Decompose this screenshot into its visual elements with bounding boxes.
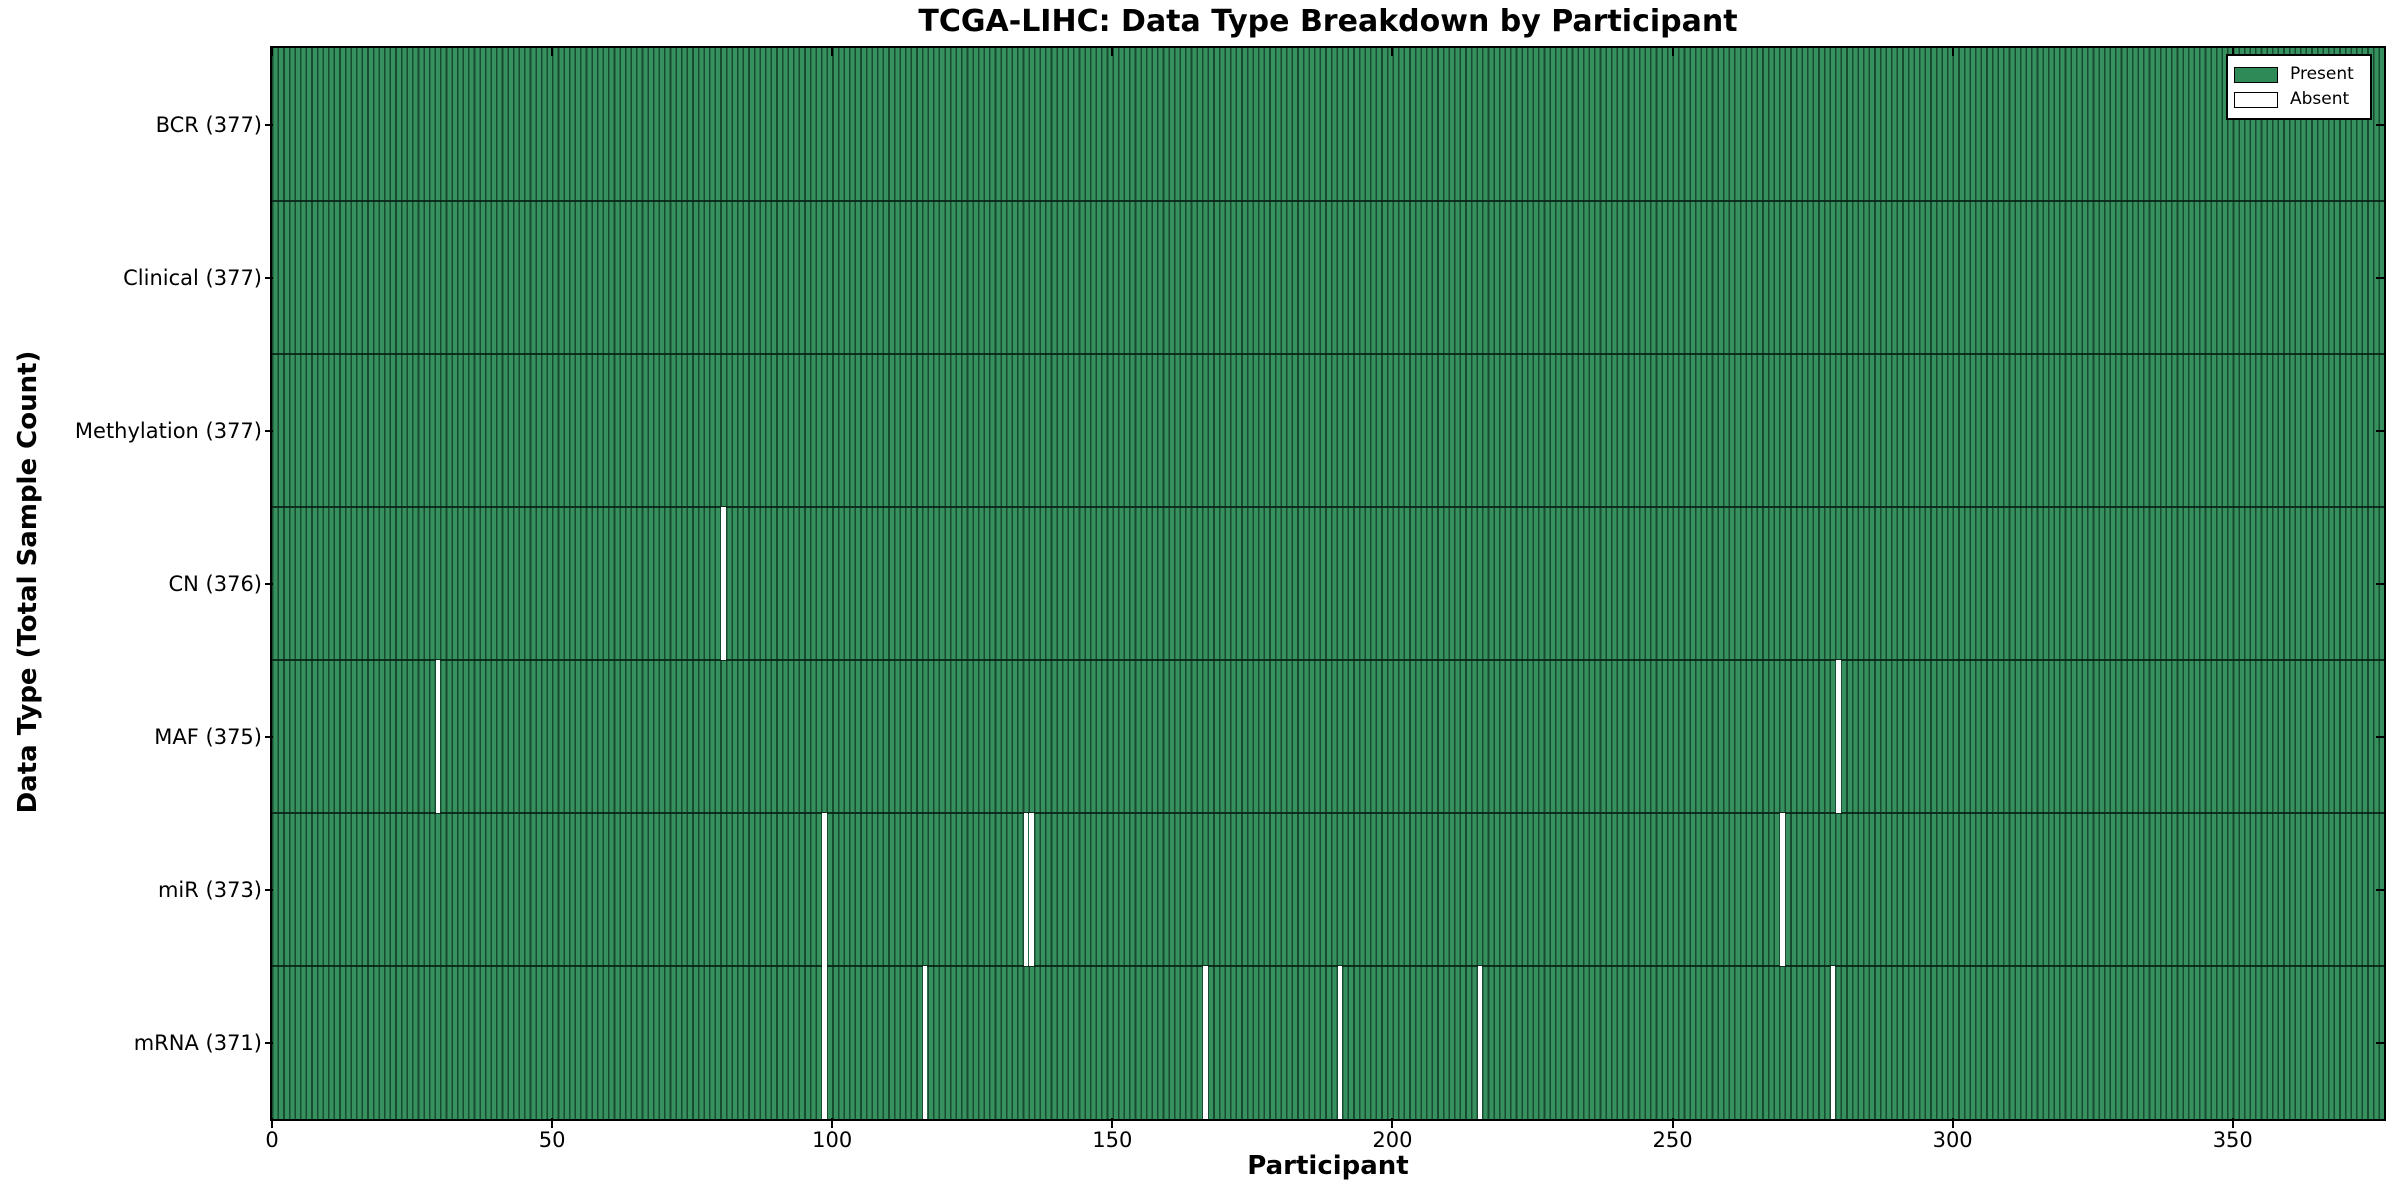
- x-tick-label-50: 50: [538, 1128, 566, 1152]
- row-divider: [272, 200, 2384, 202]
- y-tick-label-BCR: BCR (377): [155, 112, 262, 137]
- y-tick-mark-left: [265, 888, 273, 891]
- x-tick-mark-top: [551, 48, 554, 56]
- legend-label-absent: Absent: [2290, 89, 2350, 109]
- legend-item-absent: Absent: [2234, 91, 2364, 108]
- x-tick-mark-bottom: [1951, 1118, 1954, 1128]
- x-axis-label: Participant: [1247, 1151, 1409, 1181]
- row-divider: [272, 659, 2384, 661]
- x-tick-label-350: 350: [2212, 1128, 2253, 1152]
- y-tick-label-CN: CN (376): [168, 571, 262, 596]
- x-tick-mark-bottom: [2231, 1118, 2234, 1128]
- x-tick-mark-top: [831, 48, 834, 56]
- row-divider: [272, 812, 2384, 814]
- x-tick-label-0: 0: [265, 1128, 279, 1152]
- y-tick-label-MAF: MAF (375): [154, 724, 262, 749]
- y-tick-mark-right: [2376, 1041, 2384, 1044]
- legend-swatch-absent: [2234, 91, 2278, 108]
- x-tick-label-300: 300: [1932, 1128, 1973, 1152]
- x-tick-label-250: 250: [1652, 1128, 1693, 1152]
- absent-gap-mRNA-190: [1337, 966, 1342, 1119]
- y-tick-label-Clinical: Clinical (377): [123, 265, 262, 290]
- y-tick-label-Methylation: Methylation (377): [74, 418, 262, 443]
- absent-gap-MAF-29: [435, 660, 441, 813]
- x-tick-mark-bottom: [1111, 1118, 1114, 1128]
- x-tick-mark-bottom: [1671, 1118, 1674, 1128]
- row-divider: [272, 506, 2384, 508]
- absent-gap-mRNA-215: [1477, 966, 1483, 1119]
- x-tick-mark-top: [1111, 48, 1114, 56]
- absent-gap-mRNA-116: [923, 966, 928, 1119]
- x-tick-mark-bottom: [831, 1118, 834, 1128]
- x-tick-mark-bottom: [271, 1118, 273, 1128]
- chart-title: TCGA-LIHC: Data Type Breakdown by Partic…: [918, 4, 1738, 39]
- y-tick-label-mRNA: mRNA (371): [133, 1030, 262, 1055]
- y-tick-mark-left: [265, 735, 273, 738]
- y-tick-mark-right: [2376, 123, 2384, 126]
- x-tick-label-100: 100: [812, 1128, 853, 1152]
- y-tick-mark-right: [2376, 429, 2384, 432]
- legend-item-present: Present: [2234, 66, 2364, 83]
- absent-gap-miR-98: [822, 813, 827, 966]
- absent-gap-miR-269: [1780, 813, 1785, 966]
- absent-gap-miR-135: [1029, 813, 1034, 966]
- y-tick-mark-left: [265, 276, 273, 279]
- y-tick-mark-left: [265, 1041, 273, 1044]
- legend-label-present: Present: [2290, 64, 2354, 84]
- y-tick-mark-left: [265, 123, 273, 126]
- y-axis-label: Data Type (Total Sample Count): [13, 350, 43, 814]
- row-divider: [272, 353, 2384, 355]
- y-tick-mark-right: [2376, 888, 2384, 891]
- legend-swatch-present: [2234, 66, 2278, 83]
- x-tick-mark-top: [1671, 48, 1674, 56]
- x-tick-mark-bottom: [1391, 1118, 1394, 1128]
- y-tick-mark-right: [2376, 276, 2384, 279]
- x-tick-mark-top: [1951, 48, 1954, 56]
- y-tick-mark-right: [2376, 735, 2384, 738]
- absent-gap-MAF-279: [1836, 660, 1841, 813]
- absent-gap-mRNA-98: [822, 966, 827, 1119]
- plot-area: [270, 46, 2386, 1121]
- x-tick-mark-top: [2231, 48, 2234, 56]
- x-tick-label-200: 200: [1372, 1128, 1413, 1152]
- y-tick-mark-left: [265, 582, 273, 585]
- legend: Present Absent: [2226, 54, 2372, 120]
- absent-gap-miR-134: [1023, 813, 1029, 966]
- absent-gap-CN-80: [721, 507, 726, 660]
- x-tick-label-150: 150: [1092, 1128, 1133, 1152]
- row-divider: [272, 965, 2384, 967]
- absent-gap-mRNA-166: [1203, 966, 1208, 1119]
- y-tick-label-miR: miR (373): [157, 877, 262, 902]
- y-tick-mark-left: [265, 429, 273, 432]
- absent-gap-mRNA-278: [1830, 966, 1835, 1119]
- x-tick-mark-top: [1391, 48, 1394, 56]
- x-tick-mark-bottom: [551, 1118, 554, 1128]
- x-tick-mark-top: [271, 48, 273, 56]
- y-tick-mark-right: [2376, 582, 2384, 585]
